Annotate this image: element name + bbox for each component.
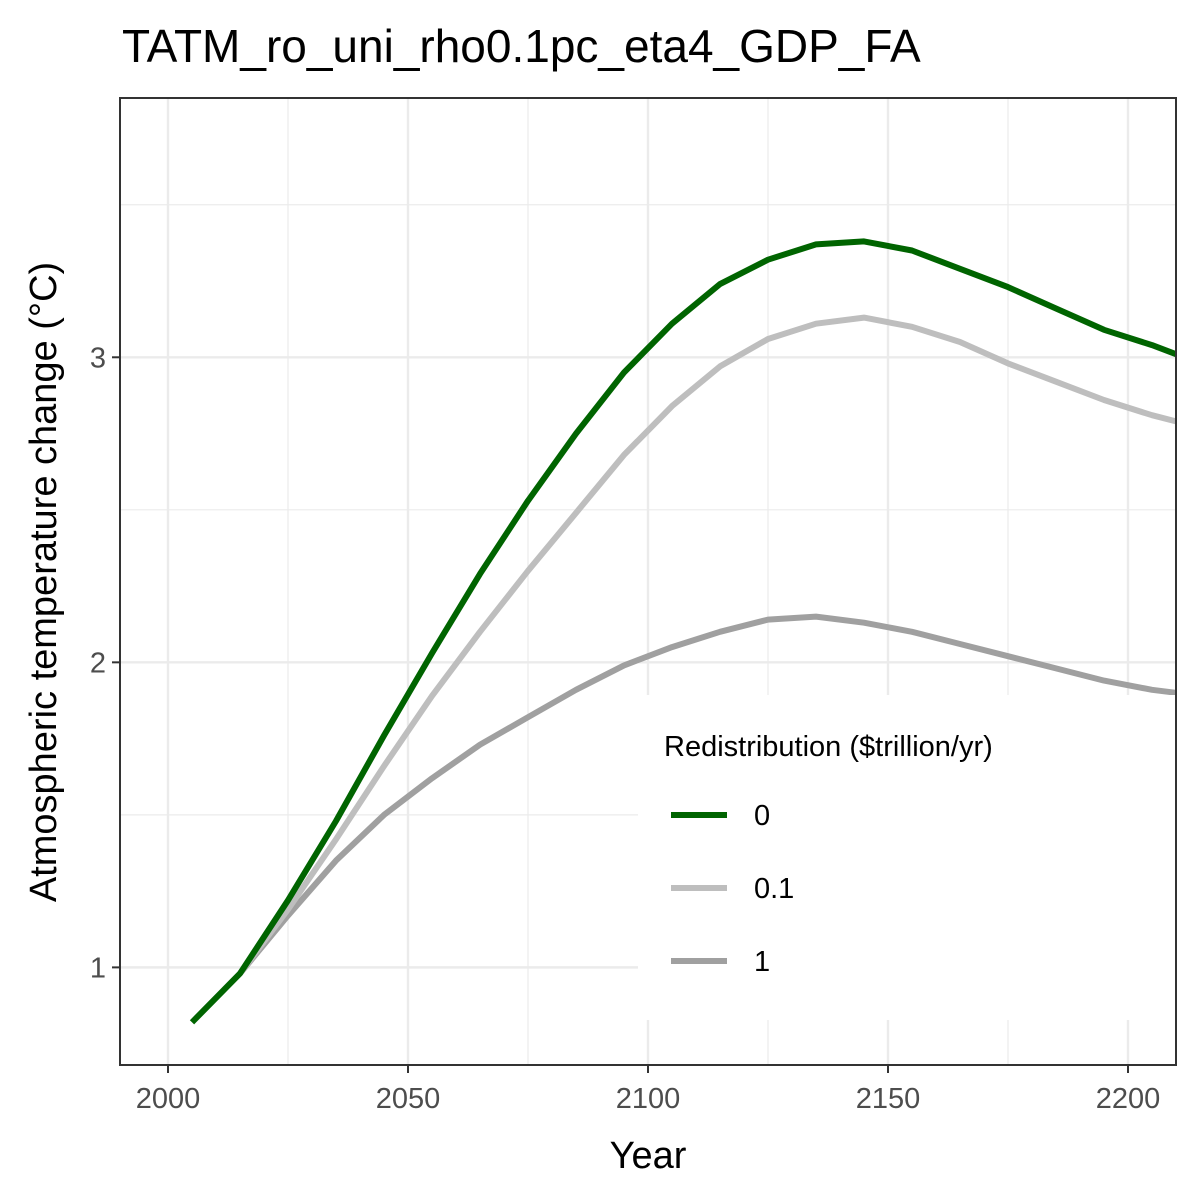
x-tick-label: 2000 — [136, 1083, 201, 1115]
y-tick-label: 2 — [90, 647, 106, 679]
series-layer — [189, 238, 1178, 1025]
x-tick-label: 2100 — [616, 1083, 681, 1115]
series-line-0-1 — [237, 314, 1177, 976]
chart-title: TATM_ro_uni_rho0.1pc_eta4_GDP_FA — [122, 20, 921, 72]
x-axis-title: Year — [610, 1135, 687, 1177]
axis-ticks: 2000 2050 2100 2150 2200 1 2 3 — [90, 342, 1160, 1115]
y-tick-label: 1 — [90, 952, 106, 984]
x-tick-label: 2150 — [856, 1083, 921, 1115]
series-line-1 — [237, 613, 1177, 976]
legend-title: Redistribution ($trillion/yr) — [664, 731, 993, 763]
legend-label: 0.1 — [754, 873, 794, 905]
legend-label: 0 — [754, 800, 770, 832]
y-axis-title: Atmospheric temperature change (°C) — [23, 262, 65, 902]
x-tick-label: 2050 — [376, 1083, 441, 1115]
legend-background — [638, 695, 1176, 1020]
x-tick-label: 2200 — [1096, 1083, 1161, 1115]
y-tick-label: 3 — [90, 342, 106, 374]
legend-label: 1 — [754, 946, 770, 978]
legend: Redistribution ($trillion/yr) 0 0.1 1 — [664, 731, 993, 978]
series-line-0 — [189, 238, 1178, 1025]
